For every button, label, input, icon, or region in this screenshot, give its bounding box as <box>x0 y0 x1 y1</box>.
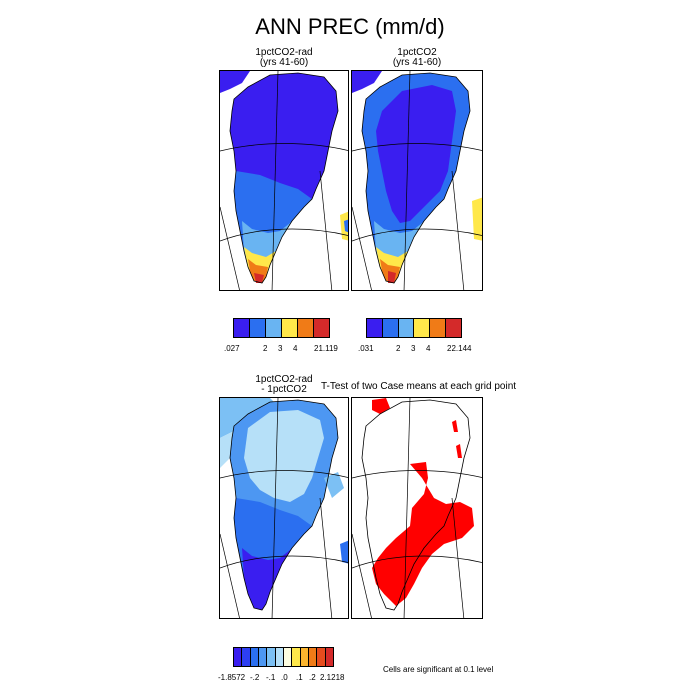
colorbar-3-swatch <box>267 648 276 666</box>
colorbar-2-swatch <box>382 319 399 337</box>
colorbar-difference <box>233 647 334 667</box>
map-panel-1pctco2 <box>351 70 483 291</box>
colorbar-1-swatch <box>266 319 282 337</box>
significance-note: Cells are significant at 0.1 level <box>383 665 494 674</box>
colorbar-3-label: -.1 <box>266 673 276 682</box>
colorbar-3-swatch <box>258 648 268 666</box>
colorbar-3-swatch <box>250 648 259 666</box>
figure-title: ANN PREC (mm/d) <box>255 14 445 39</box>
map-panel-1pctco2-rad <box>219 70 349 291</box>
colorbar-2-swatch <box>398 319 415 337</box>
panel-4-title-line1: T-Test of two Case means at each grid po… <box>320 381 517 392</box>
panel-2-title-line2: (yrs 41-60) <box>392 57 442 68</box>
colorbar-2-label: 4 <box>426 344 431 353</box>
colorbar-1pctco2 <box>366 318 462 338</box>
colorbar-3-swatch <box>325 648 333 666</box>
colorbar-1-label: 4 <box>293 344 298 353</box>
colorbar-3-label: .1 <box>296 673 303 682</box>
colorbar-2-swatch <box>430 319 447 337</box>
colorbar-3-swatch <box>234 648 243 666</box>
colorbar-2-label: .031 <box>358 344 374 353</box>
colorbar-3-swatch <box>242 648 251 666</box>
colorbar-1-swatch <box>314 319 329 337</box>
panel-3-title-line1: 1pctCO2-rad <box>255 374 313 385</box>
colorbar-1-label: 21.119 <box>314 344 338 353</box>
colorbar-2-swatch <box>367 319 383 337</box>
panel-2-title-line1: 1pctCO2 <box>397 47 437 58</box>
colorbar-2-swatch <box>414 319 431 337</box>
colorbar-2-swatch <box>446 319 461 337</box>
panel-3-title: 1pctCO2-rad - 1pctCO2 <box>219 375 349 395</box>
panel-4-title: T-Test of two Case means at each grid po… <box>316 382 521 392</box>
colorbar-3-label: -.2 <box>250 673 260 682</box>
map-panel-ttest <box>351 397 483 619</box>
colorbar-3-swatch <box>292 648 301 666</box>
map-1pctco2-svg <box>352 71 482 290</box>
colorbar-1-label: 3 <box>278 344 283 353</box>
colorbar-1-swatch <box>250 319 266 337</box>
colorbar-2-label: 2 <box>396 344 401 353</box>
colorbar-3-swatch <box>308 648 318 666</box>
colorbar-1-swatch <box>298 319 314 337</box>
map-1pctco2-rad-svg <box>220 71 348 290</box>
colorbar-3-label: -1.8572 <box>218 673 246 682</box>
panel-1-title-line2: (yrs 41-60) <box>259 57 309 68</box>
panel-1-title: 1pctCO2-rad (yrs 41-60) <box>219 48 349 68</box>
map-difference-svg <box>220 398 348 618</box>
colorbar-3-swatch <box>317 648 326 666</box>
colorbar-3-swatch <box>300 648 309 666</box>
colorbar-1-swatch <box>282 319 298 337</box>
colorbar-1-label: .027 <box>224 344 240 353</box>
colorbar-3-swatch <box>283 648 293 666</box>
panel-1-title-line1: 1pctCO2-rad <box>255 47 313 58</box>
colorbar-3-label: .0 <box>281 673 288 682</box>
panel-2-title: 1pctCO2 (yrs 41-60) <box>351 48 483 68</box>
colorbar-2-label: 22.144 <box>447 344 472 353</box>
map-panel-difference <box>219 397 349 619</box>
panel-3-title-line2: - 1pctCO2 <box>261 384 307 395</box>
colorbar-3-swatch <box>275 648 284 666</box>
map-ttest-svg <box>352 398 482 618</box>
colorbar-1pctco2-rad <box>233 318 330 338</box>
colorbar-3-label: 2.1218 <box>320 673 345 682</box>
colorbar-1-label: 2 <box>263 344 268 353</box>
colorbar-2-label: 3 <box>411 344 416 353</box>
colorbar-3-label: .2 <box>309 673 316 682</box>
colorbar-1-swatch <box>234 319 250 337</box>
